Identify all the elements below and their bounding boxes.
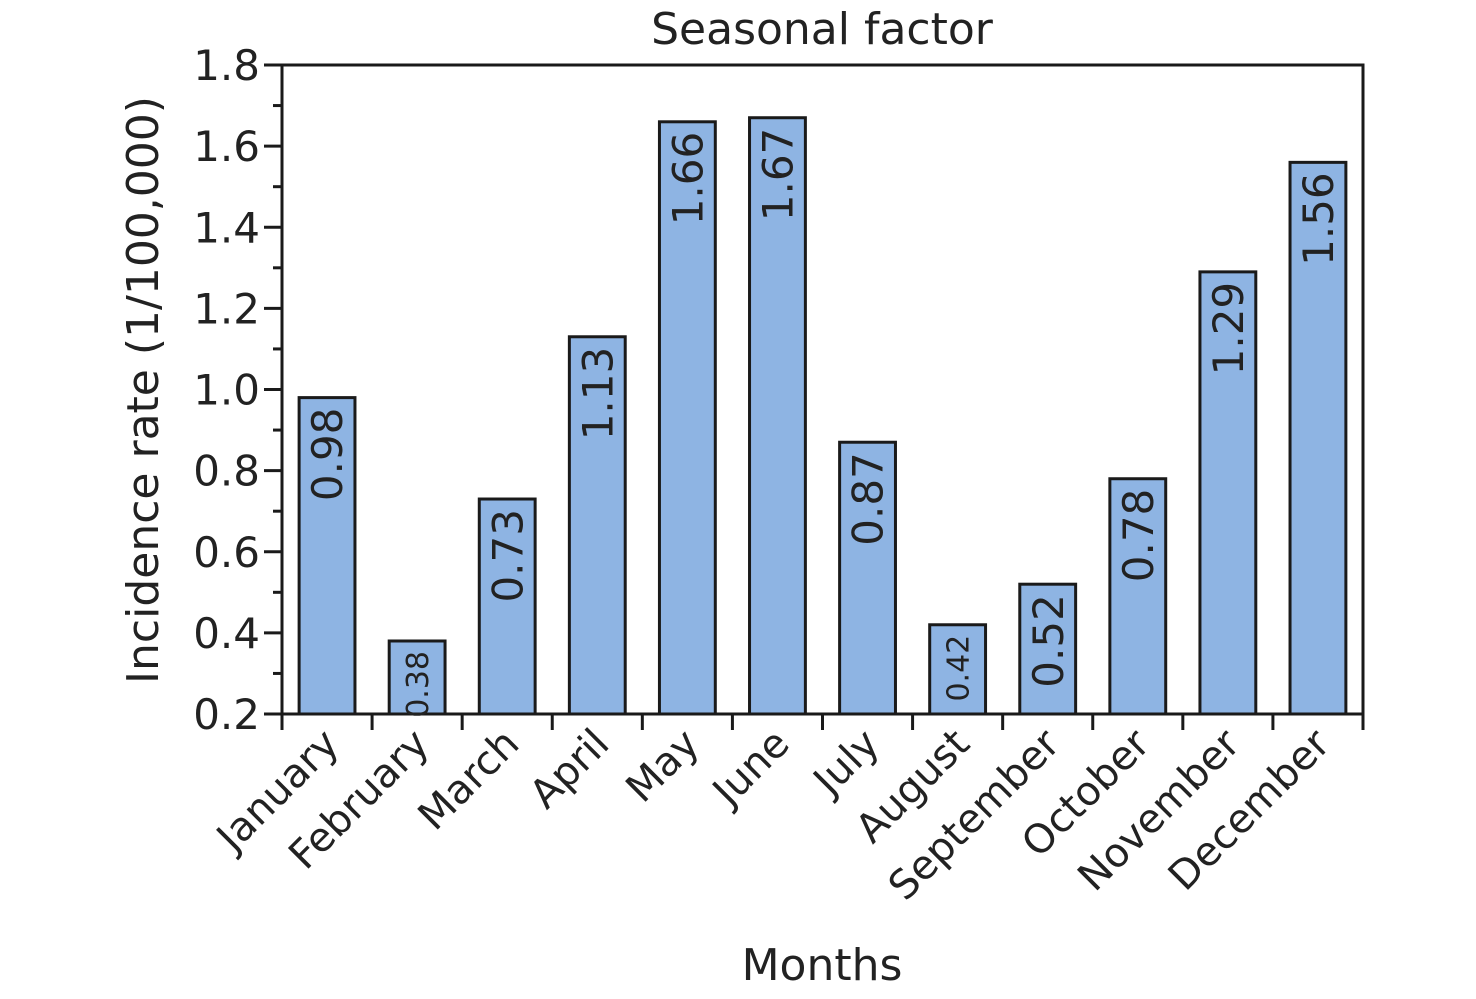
- plot-area: 0.20.40.60.81.01.21.41.61.80.98January0.…: [193, 41, 1365, 909]
- chart-title: Seasonal factor: [651, 4, 994, 55]
- bar-october: [1108, 477, 1168, 716]
- y-tick-label: 1.0: [193, 366, 260, 415]
- data-label: 1.29: [1204, 282, 1253, 376]
- bar-december: [1288, 160, 1348, 716]
- y-tick-label: 0.6: [193, 528, 260, 577]
- y-tick-label: 0.8: [193, 447, 260, 496]
- data-label: 0.98: [303, 408, 352, 502]
- x-tick-label: April: [521, 721, 618, 818]
- bar-april: [567, 335, 627, 716]
- x-axis-label: Months: [742, 940, 903, 991]
- bar-august: [928, 623, 988, 716]
- y-axis-label: Incidence rate (1/100,000): [118, 96, 169, 684]
- x-tick-label: May: [617, 721, 708, 812]
- data-label: 0.73: [483, 509, 532, 603]
- data-label: 1.66: [663, 132, 712, 226]
- y-tick-label: 1.2: [193, 284, 260, 333]
- data-label: 0.42: [941, 635, 976, 702]
- bar-may: [657, 120, 717, 716]
- y-tick-label: 1.6: [193, 122, 260, 171]
- bar-september: [1018, 582, 1078, 716]
- x-tick-label: June: [702, 721, 798, 817]
- data-label: 0.38: [401, 651, 436, 718]
- y-tick-label: 1.4: [193, 203, 260, 252]
- data-label: 1.67: [754, 128, 803, 222]
- x-tick-label: March: [410, 721, 529, 840]
- y-tick-label: 0.2: [193, 690, 260, 739]
- y-tick-label: 1.8: [193, 41, 260, 90]
- data-label: 0.87: [844, 452, 893, 546]
- bar-july: [838, 440, 897, 716]
- data-label: 0.78: [1114, 489, 1163, 583]
- bar-june: [748, 116, 807, 716]
- bar-march: [477, 497, 537, 716]
- bar-february: [387, 639, 447, 716]
- data-label: 0.52: [1024, 594, 1073, 688]
- bar-november: [1198, 270, 1258, 716]
- y-tick-label: 0.4: [193, 609, 260, 658]
- data-label: 1.13: [573, 347, 622, 441]
- data-label: 1.56: [1294, 172, 1343, 266]
- bar-january: [297, 396, 357, 716]
